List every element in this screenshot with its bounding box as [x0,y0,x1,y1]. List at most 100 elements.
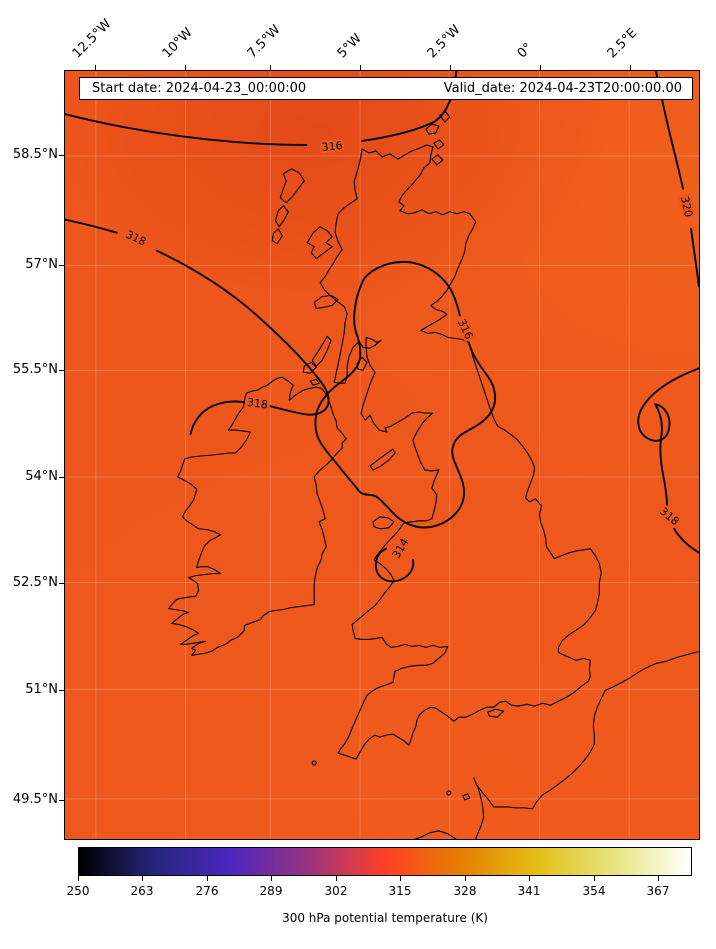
contour-label: 314 [390,536,412,561]
coast-france [473,650,699,839]
lat-tick-mark [59,265,64,266]
colorbar-tick-label: 315 [388,884,412,898]
coast-ireland [168,376,347,656]
graticule [65,71,699,839]
coast-jura [311,335,332,367]
lon-tick-mark [270,65,271,70]
coast-rathlin [309,378,320,386]
colorbar-tick-mark [271,876,272,881]
colorbar-tick-label: 276 [195,884,219,898]
map-area: 316 318 320 316 318 314 318 Start date: … [64,70,700,840]
colorbar-title: 300 hPa potential temperature (K) [282,911,488,925]
coast-anglesey [372,516,395,530]
contour-318-right [637,367,699,507]
valid-date-text: Valid_date: 2024-04-23T20:00:00.00 [443,81,682,96]
contour-label: 318 [246,396,269,412]
lon-tick-label: 7.5°W [244,22,284,62]
lat-tick-mark [59,800,64,801]
contour-314-b [375,558,415,583]
contour-label: 318 [657,505,681,528]
contour-318-left-c [189,400,246,436]
coast-orkney-3 [433,139,445,150]
coast-uist [271,228,283,245]
lat-tick-label: 52.5°N [12,575,58,590]
colorbar-tick-label: 263 [130,884,154,898]
contour-316-top [65,113,308,146]
lon-tick-mark [450,65,451,70]
lat-tick-mark [59,583,64,584]
coast-isle-of-man [369,448,396,471]
coast-orkney-1 [425,123,440,135]
date-header-bar: Start date: 2024-04-23_00:00:00 Valid_da… [79,77,693,100]
colorbar-tick-label: 289 [259,884,283,898]
coast-orkney-2 [439,111,451,123]
colorbar-tick-mark [400,876,401,881]
coast-scilly [311,760,317,766]
coast-mull [313,294,339,310]
lon-tick-label: 0° [514,40,536,62]
colorbar-tick-label: 354 [582,884,606,898]
contour-label: 320 [678,195,695,218]
coast-arran [356,356,368,371]
colorbar-tick-label: 302 [324,884,348,898]
lat-tick-label: 57°N [25,257,58,272]
coast-isle-of-wight [487,708,505,718]
colorbar-tick-mark [142,876,143,881]
lon-tick-mark [360,65,361,70]
lat-tick-mark [59,690,64,691]
contour-label: 316 [455,317,476,341]
contour-318-right-b [673,527,699,554]
theta-contours [65,71,699,583]
colorbar-tick-mark [529,876,530,881]
contour-318-left [65,218,118,234]
coast-guernsey [446,790,452,796]
lat-tick-mark [59,477,64,478]
coast-islay [302,361,317,374]
lat-tick-label: 58.5°N [12,147,58,162]
lon-tick-mark [540,65,541,70]
lat-tick-label: 49.5°N [12,792,58,807]
colorbar-tick-mark [336,876,337,881]
lon-tick-label: 2.5°W [424,22,464,62]
lon-tick-mark [630,65,631,70]
coast-great-britain [319,144,602,760]
colorbar-tick-mark [465,876,466,881]
lat-tick-label: 55.5°N [12,362,58,377]
lat-tick-mark [59,370,64,371]
contour-314 [374,547,387,569]
colorbar-tick-mark [658,876,659,881]
colorbar-tick-mark [78,876,79,881]
coast-orkney-4 [431,154,444,166]
colorbar-tick-label: 367 [646,884,670,898]
lon-tick-mark [185,65,186,70]
map-canvas: 316 318 320 316 318 314 318 [65,71,699,839]
contour-318-left-b [155,249,330,416]
colorbar-tick-label: 250 [66,884,90,898]
coast-lewis [279,168,305,204]
contour-320-b [690,227,699,288]
contour-label-group: 316 318 320 316 318 314 318 [121,137,697,564]
coast-jersey [462,793,471,801]
lon-tick-label: 2.5°E [604,25,641,62]
lon-tick-label: 10°W [159,25,196,62]
colorbar-tick-mark [207,876,208,881]
lon-tick-label: 5°W [334,31,365,62]
colorbar-tick-label: 328 [453,884,477,898]
coastlines [168,111,699,839]
coast-brittany [415,830,457,839]
lat-tick-label: 54°N [25,469,58,484]
start-date-text: Start date: 2024-04-23_00:00:00 [92,81,307,96]
colorbar [78,847,692,876]
contour-316-blob [314,260,497,529]
contour-label: 318 [124,228,148,249]
contour-label: 316 [321,139,343,154]
lat-tick-label: 51°N [25,682,58,697]
coast-harris [274,205,289,228]
coast-skye [306,226,333,260]
lon-tick-mark [95,65,96,70]
colorbar-tick-label: 341 [517,884,541,898]
lon-tick-label: 12.5°W [69,16,115,62]
lat-tick-mark [59,155,64,156]
colorbar-tick-mark [594,876,595,881]
